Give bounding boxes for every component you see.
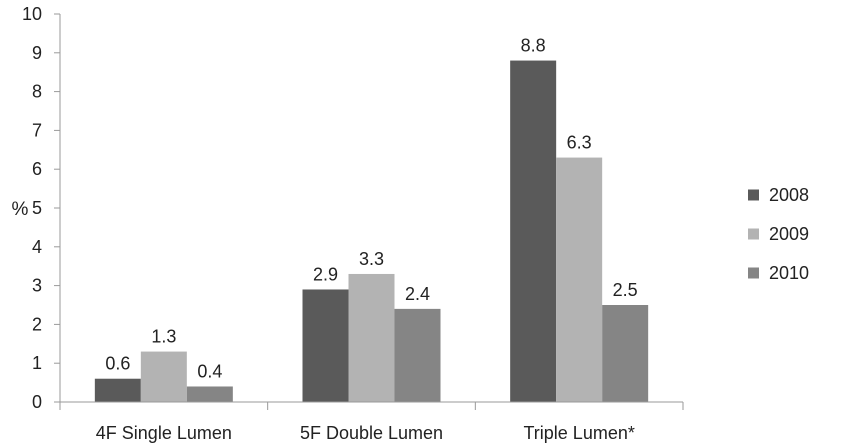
y-tick-label: 3 <box>32 276 42 296</box>
data-label: 2.9 <box>313 264 338 284</box>
bar-2008-1 <box>94 378 141 402</box>
x-category-label: 4F Single Lumen <box>96 423 232 443</box>
data-label: 0.4 <box>197 361 222 381</box>
data-label: 6.3 <box>567 133 592 153</box>
x-axis: 4F Single Lumen 5F Double Lumen Triple Lum… <box>59 401 684 443</box>
legend-swatch <box>748 267 759 279</box>
bar-2010-3 <box>602 305 649 402</box>
legend-swatch <box>748 189 759 201</box>
y-axis-ticks: 0 1 2 3 4 5 6 7 8 9 10 <box>22 4 61 412</box>
data-label: 2.4 <box>405 284 430 304</box>
x-category-label: Triple Lumen* <box>523 423 634 443</box>
y-tick-label: 1 <box>32 353 42 373</box>
data-label: 1.3 <box>151 327 176 347</box>
y-tick-label: 2 <box>32 314 42 334</box>
bar-2010-1 <box>186 386 233 402</box>
y-tick-label: 7 <box>32 120 42 140</box>
legend-swatch <box>748 228 759 240</box>
bar-2009-2 <box>348 273 395 402</box>
bar-2010-2 <box>394 308 441 402</box>
y-tick-label: 8 <box>32 82 42 102</box>
legend-label: 2009 <box>769 224 809 244</box>
data-label: 0.6 <box>105 354 130 374</box>
y-axis-title: % <box>12 199 29 220</box>
y-tick-label: 4 <box>32 237 42 257</box>
bar-2008-2 <box>302 289 349 402</box>
data-label: 8.8 <box>521 36 546 56</box>
legend-label: 2010 <box>769 263 809 283</box>
x-category-label: 5F Double Lumen <box>300 423 443 443</box>
y-tick-label: 0 <box>32 392 42 412</box>
bar-2009-3 <box>556 157 603 402</box>
y-tick-label: 10 <box>22 4 42 24</box>
bars <box>94 60 649 403</box>
legend: 2008 2009 2010 <box>748 185 809 283</box>
y-tick-label: 5 <box>32 198 42 218</box>
data-labels: 0.6 1.3 0.4 2.9 3.3 2.4 8.8 6.3 2.5 <box>105 36 637 382</box>
data-label: 2.5 <box>613 280 638 300</box>
y-tick-label: 9 <box>32 43 42 63</box>
bar-2009-1 <box>140 351 187 402</box>
data-label: 3.3 <box>359 249 384 269</box>
bar-2008-3 <box>510 60 557 403</box>
legend-label: 2008 <box>769 185 809 205</box>
y-tick-label: 6 <box>32 159 42 179</box>
